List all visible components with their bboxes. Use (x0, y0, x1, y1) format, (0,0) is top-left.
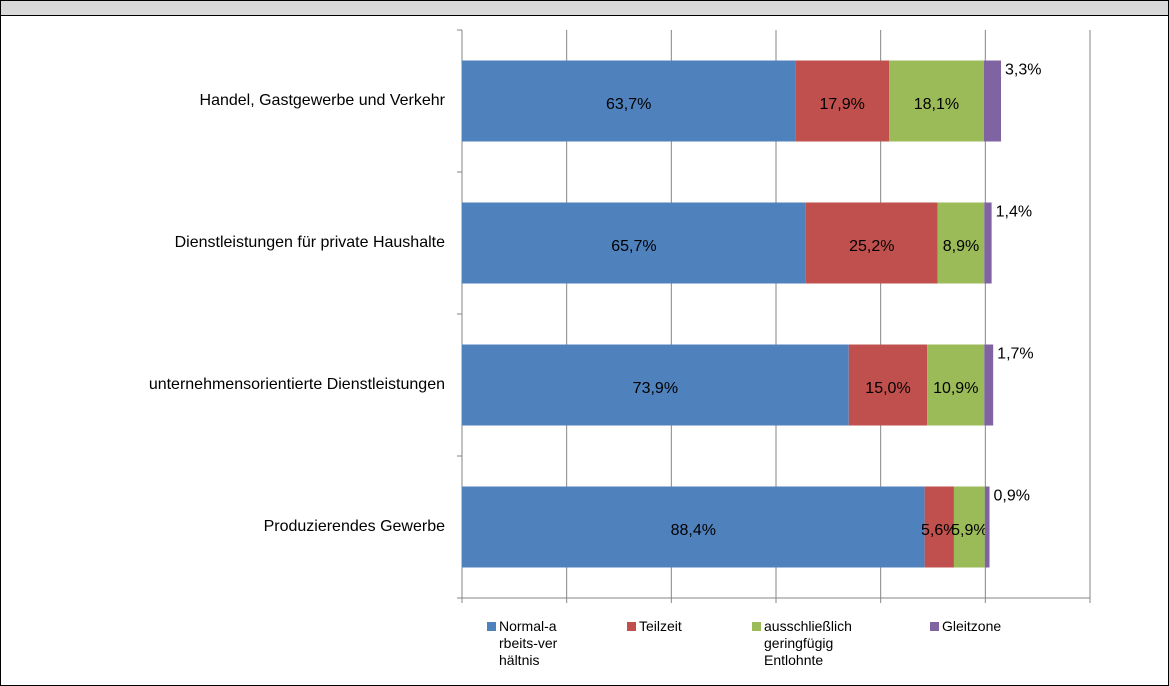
bar-segment (927, 344, 985, 426)
bar-segment (795, 60, 890, 142)
legend-item: Normal-arbeits-verhältnis (487, 618, 561, 669)
bar-segment (983, 60, 1002, 142)
bar-segment (984, 344, 994, 426)
bar-segment (848, 344, 928, 426)
bar-segment (889, 60, 984, 142)
legend-label: Gleitzone (942, 618, 1002, 634)
legend-item: ausschließlich geringfügig Entlohnte (752, 618, 894, 669)
y-tick-label: Dienstleistungen für private Haushalte (175, 234, 445, 251)
bar-segment (984, 486, 990, 568)
legend-swatch (627, 622, 636, 631)
data-label: 1,4% (996, 204, 1032, 221)
data-label: 18,1% (914, 96, 959, 113)
bar-segment (937, 202, 985, 284)
legend-item: Gleitzone (930, 618, 1042, 635)
legend-swatch (487, 622, 496, 631)
data-label: 3,3% (1005, 62, 1041, 79)
bar-segment (805, 202, 938, 284)
y-tick-label: unternehmensorientierte Dienstleistungen (149, 376, 445, 393)
data-label: 0,9% (994, 488, 1030, 505)
data-label: 88,4% (671, 522, 716, 539)
y-tick-label: Produzierendes Gewerbe (264, 518, 446, 535)
bar-segment (462, 486, 925, 568)
bar-segment (953, 486, 985, 568)
bar-segment (462, 202, 806, 284)
data-label: 63,7% (606, 96, 651, 113)
data-label: 5,9% (951, 522, 987, 539)
legend-label: Normal-arbeits-verhältnis (499, 618, 558, 668)
legend-label: ausschließlich geringfügig Entlohnte (764, 618, 852, 668)
data-label: 10,9% (933, 380, 978, 397)
data-label: 65,7% (611, 238, 656, 255)
bar-segment (462, 60, 796, 142)
legend-item: Teilzeit (627, 618, 739, 635)
data-label: 1,7% (997, 346, 1033, 363)
bar-segment (984, 202, 992, 284)
bar-segment (462, 344, 849, 426)
legend-swatch (930, 622, 939, 631)
data-label: 25,2% (849, 238, 894, 255)
data-label: 15,0% (865, 380, 910, 397)
bar-segment (924, 486, 954, 568)
data-label: 8,9% (943, 238, 979, 255)
legend-swatch (752, 622, 761, 631)
header-strip (0, 0, 1169, 16)
data-label: 5,6% (921, 522, 957, 539)
data-label: 17,9% (820, 96, 865, 113)
legend-label: Teilzeit (639, 618, 682, 634)
y-tick-label: Handel, Gastgewerbe und Verkehr (200, 92, 446, 109)
data-label: 73,9% (633, 380, 678, 397)
